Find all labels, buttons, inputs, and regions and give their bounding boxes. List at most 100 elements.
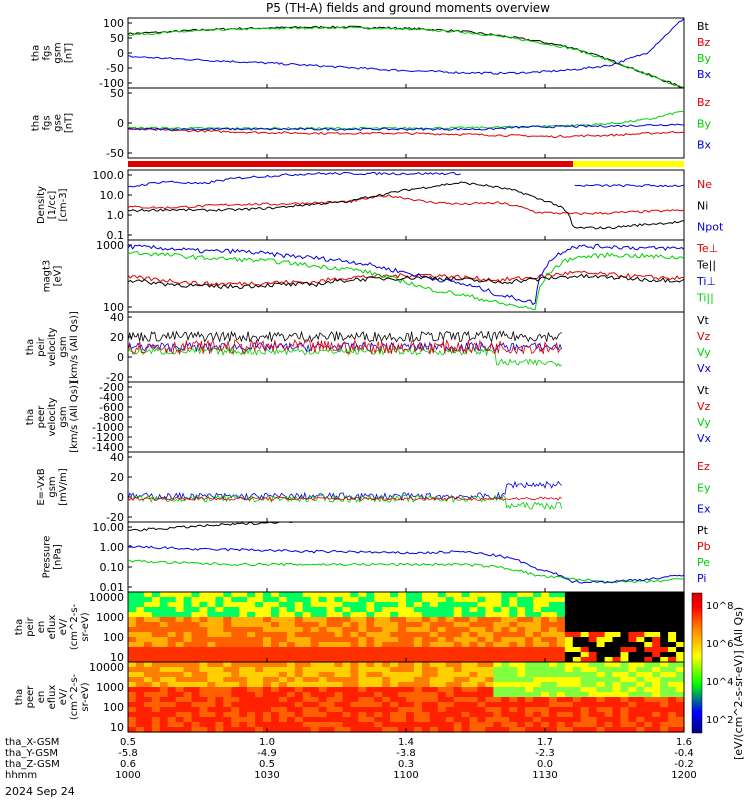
heatmap-cell (271, 692, 280, 698)
heatmap-cell (461, 707, 471, 713)
heatmap-cell (604, 702, 614, 708)
heatmap-cell (501, 707, 510, 713)
heatmap-cell (652, 637, 661, 643)
heatmap-cell (199, 677, 208, 683)
heatmap-cell (453, 717, 463, 723)
heatmap-cell (271, 702, 280, 708)
heatmap-cell (310, 647, 320, 653)
heatmap-cell (612, 632, 621, 638)
heatmap-cell (286, 717, 296, 723)
heatmap-cell (533, 602, 542, 608)
heatmap-cell (429, 712, 439, 718)
legend-entry: Vt (697, 384, 710, 397)
heatmap-cell (620, 702, 629, 708)
heatmap-cell (564, 657, 574, 663)
heatmap-cell (604, 707, 614, 713)
y-axis-label: [nT] (64, 113, 75, 133)
heatmap-cell (374, 627, 383, 633)
heatmap-cell (358, 592, 367, 598)
series-line-Bx (127, 123, 685, 131)
heatmap-cell (175, 657, 185, 663)
heatmap-cell (255, 622, 264, 628)
y-axis-label: velocity (47, 397, 58, 436)
heatmap-cell (429, 607, 439, 613)
heatmap-cell (445, 707, 455, 713)
heatmap-cell (390, 692, 399, 698)
heatmap-cell (564, 672, 574, 678)
heatmap-cell (278, 597, 288, 603)
heatmap-cell (231, 717, 240, 723)
heatmap-cell (469, 657, 478, 663)
heatmap-cell (668, 722, 677, 728)
heatmap-cell (652, 667, 661, 673)
heatmap-cell (485, 727, 494, 733)
panel-frame (127, 311, 685, 383)
heatmap-cell (676, 617, 685, 623)
heatmap-cell (263, 662, 272, 668)
heatmap-cell (588, 682, 598, 688)
heatmap-cell (334, 662, 343, 668)
heatmap-cell (620, 712, 629, 718)
heatmap-cell (278, 692, 288, 698)
heatmap-cell (612, 622, 621, 628)
heatmap-cell (191, 707, 200, 713)
heatmap-cell (421, 652, 431, 658)
axis-row-value: 1.0 (259, 737, 275, 748)
heatmap-cell (588, 602, 598, 608)
heatmap-cell (596, 712, 606, 718)
heatmap-cell (628, 617, 637, 623)
heatmap-cell (469, 717, 478, 723)
heatmap-cell (676, 707, 685, 713)
heatmap-cell (247, 727, 256, 733)
heatmap-cell (135, 627, 145, 633)
heatmap-cell (596, 662, 606, 668)
legend-entry: By (697, 117, 712, 130)
heatmap-cell (660, 607, 669, 613)
heatmap-cell (231, 637, 240, 643)
heatmap-cell (604, 712, 614, 718)
heatmap-cell (350, 712, 359, 718)
heatmap-cell (366, 627, 375, 633)
heatmap-cell (199, 622, 208, 628)
heatmap-cell (461, 727, 471, 733)
heatmap-cell (398, 682, 407, 688)
heatmap-cell (223, 697, 232, 703)
heatmap-cell (151, 692, 161, 698)
heatmap-cell (501, 652, 510, 658)
heatmap-cell (263, 712, 272, 718)
heatmap-cell (445, 662, 455, 668)
heatmap-cell (374, 712, 383, 718)
y-tick-label: 0 (117, 117, 124, 130)
heatmap-cell (302, 702, 312, 708)
heatmap-cell (191, 642, 200, 648)
heatmap-cell (437, 642, 447, 648)
heatmap-cell (358, 627, 367, 633)
heatmap-cell (660, 682, 669, 688)
heatmap-cell (326, 717, 336, 723)
heatmap-cell (644, 687, 653, 693)
heatmap-cell (461, 672, 471, 678)
heatmap-cell (588, 612, 598, 618)
heatmap-cell (143, 652, 153, 658)
heatmap-cell (342, 657, 351, 663)
heatmap-cell (596, 592, 606, 598)
heatmap-cell (135, 652, 145, 658)
heatmap-cell (469, 612, 478, 618)
heatmap-cell (572, 602, 582, 608)
heatmap-cell (215, 637, 224, 643)
heatmap-cell (183, 707, 193, 713)
heatmap-cell (334, 707, 343, 713)
heatmap-cell (445, 677, 455, 683)
heatmap-cell (564, 707, 574, 713)
heatmap-cell (398, 592, 407, 598)
heatmap-cell (143, 702, 153, 708)
heatmap-cell (199, 712, 208, 718)
heatmap-cell (151, 652, 161, 658)
heatmap-cell (525, 702, 534, 708)
heatmap-cell (413, 617, 423, 623)
heatmap-cell (263, 652, 272, 658)
heatmap-cell (366, 727, 375, 733)
heatmap-cell (135, 722, 145, 728)
heatmap-cell (215, 652, 224, 658)
heatmap-cell (580, 722, 590, 728)
